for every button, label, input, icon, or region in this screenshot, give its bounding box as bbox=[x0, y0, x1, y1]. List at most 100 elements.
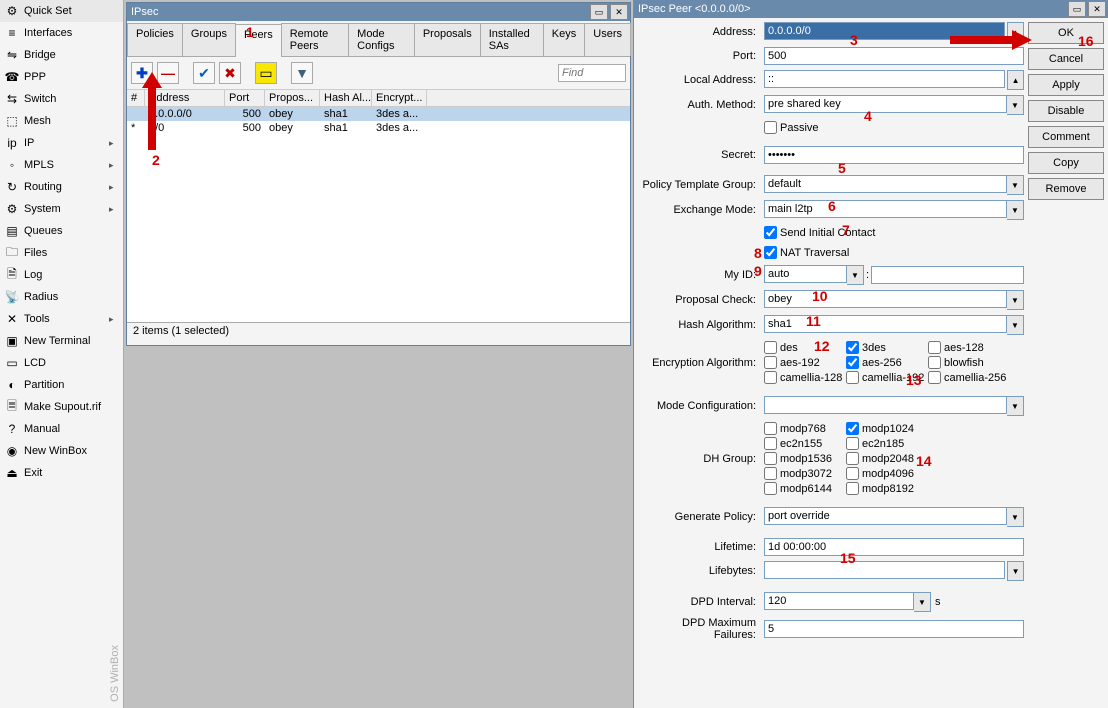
col-HashAl[interactable]: Hash Al... bbox=[320, 90, 372, 106]
address-input[interactable] bbox=[764, 22, 1005, 40]
checkbox-modp6144[interactable]: modp6144 bbox=[764, 482, 846, 495]
checkbox-3des[interactable]: 3des bbox=[846, 341, 928, 354]
checkbox-modp1024[interactable]: modp1024 bbox=[846, 422, 928, 435]
checkbox-modp4096[interactable]: modp4096 bbox=[846, 467, 928, 480]
checkbox-aes256[interactable]: aes-256 bbox=[846, 356, 928, 369]
dropdown-icon[interactable]: ▼ bbox=[1007, 95, 1024, 115]
dropdown-icon[interactable]: ▼ bbox=[1007, 175, 1024, 195]
find-input[interactable] bbox=[558, 64, 626, 82]
close-icon[interactable]: ✕ bbox=[1088, 1, 1106, 17]
dropdown-icon[interactable]: ▼ bbox=[1007, 290, 1024, 310]
down-icon[interactable]: ▼ bbox=[1007, 561, 1024, 581]
text-input[interactable] bbox=[764, 538, 1024, 556]
combo-input[interactable] bbox=[764, 290, 1007, 308]
col-Encrypt[interactable]: Encrypt... bbox=[372, 90, 427, 106]
remove-button[interactable]: — bbox=[157, 62, 179, 84]
disable-button[interactable]: ✖ bbox=[219, 62, 241, 84]
sidebar-item-new-winbox[interactable]: ◉New WinBox bbox=[0, 440, 123, 462]
sidebar-item-radius[interactable]: 📡Radius bbox=[0, 286, 123, 308]
ok-button[interactable]: OK bbox=[1028, 22, 1104, 44]
col-Address[interactable]: Address bbox=[145, 90, 225, 106]
comment-button[interactable]: Comment bbox=[1028, 126, 1104, 148]
checkbox-blowfish[interactable]: blowfish bbox=[928, 356, 1010, 369]
checkbox-camellia192[interactable]: camellia-192 bbox=[846, 371, 928, 384]
tab-peers[interactable]: Peers bbox=[235, 24, 282, 57]
text-input[interactable] bbox=[764, 70, 1005, 88]
up-icon[interactable]: ▲ bbox=[1007, 22, 1024, 42]
table-row[interactable]: *::/0500obeysha13des a... bbox=[127, 121, 630, 135]
minimize-icon[interactable]: ▭ bbox=[590, 4, 608, 20]
sidebar-item-lcd[interactable]: ▭LCD bbox=[0, 352, 123, 374]
sidebar-item-switch[interactable]: ⇆Switch bbox=[0, 88, 123, 110]
table-row[interactable]: 0.0.0.0/0500obeysha13des a... bbox=[127, 107, 630, 121]
checkbox-aes192[interactable]: aes-192 bbox=[764, 356, 846, 369]
sidebar-item-system[interactable]: ⚙System▸ bbox=[0, 198, 123, 220]
ipsec-titlebar[interactable]: IPsec ▭ ✕ bbox=[127, 3, 630, 21]
up-icon[interactable]: ▲ bbox=[1007, 70, 1024, 90]
add-button[interactable]: ✚ bbox=[131, 62, 153, 84]
sidebar-item-ppp[interactable]: ☎PPP bbox=[0, 66, 123, 88]
sidebar-item-files[interactable]: 🗀Files bbox=[0, 242, 123, 264]
sidebar-item-manual[interactable]: ?Manual bbox=[0, 418, 123, 440]
col-[interactable]: # bbox=[127, 90, 145, 106]
sidebar-item-mesh[interactable]: ⬚Mesh bbox=[0, 110, 123, 132]
checkbox-aes128[interactable]: aes-128 bbox=[928, 341, 1010, 354]
sidebar-item-quick-set[interactable]: ⚙Quick Set bbox=[0, 0, 123, 22]
tab-installed-sas[interactable]: Installed SAs bbox=[480, 23, 544, 56]
sidebar-item-queues[interactable]: ▤Queues bbox=[0, 220, 123, 242]
tab-keys[interactable]: Keys bbox=[543, 23, 585, 56]
tab-groups[interactable]: Groups bbox=[182, 23, 236, 56]
sidebar-item-new-terminal[interactable]: ▣New Terminal bbox=[0, 330, 123, 352]
combo-input[interactable] bbox=[764, 592, 914, 610]
sidebar-item-interfaces[interactable]: ≡Interfaces bbox=[0, 22, 123, 44]
sidebar-item-exit[interactable]: ⏏Exit bbox=[0, 462, 123, 484]
combo-input[interactable] bbox=[764, 396, 1007, 414]
text-input[interactable] bbox=[764, 146, 1024, 164]
sidebar-item-mpls[interactable]: ◦MPLS▸ bbox=[0, 154, 123, 176]
checkbox-SendInitialContact[interactable]: Send Initial Contact bbox=[764, 226, 1024, 239]
dropdown-icon[interactable]: ▼ bbox=[1007, 507, 1024, 527]
combo-input[interactable] bbox=[764, 507, 1007, 525]
sidebar-item-ip[interactable]: ipIP▸ bbox=[0, 132, 123, 154]
tab-users[interactable]: Users bbox=[584, 23, 631, 56]
enable-button[interactable]: ✔ bbox=[193, 62, 215, 84]
checkbox-modp1536[interactable]: modp1536 bbox=[764, 452, 846, 465]
col-Propos[interactable]: Propos... bbox=[265, 90, 320, 106]
combo-input[interactable] bbox=[764, 315, 1007, 333]
tab-policies[interactable]: Policies bbox=[127, 23, 183, 56]
copy-button[interactable]: Copy bbox=[1028, 152, 1104, 174]
dropdown-icon[interactable]: ▼ bbox=[1007, 315, 1024, 335]
sidebar-item-log[interactable]: 🗎Log bbox=[0, 264, 123, 286]
sidebar-item-bridge[interactable]: ⇋Bridge bbox=[0, 44, 123, 66]
tab-proposals[interactable]: Proposals bbox=[414, 23, 481, 56]
checkbox-ec2n185[interactable]: ec2n185 bbox=[846, 437, 928, 450]
checkbox-camellia128[interactable]: camellia-128 bbox=[764, 371, 846, 384]
filter-button[interactable]: ▼ bbox=[291, 62, 313, 84]
combo-input[interactable] bbox=[764, 175, 1007, 193]
checkbox-Passive[interactable]: Passive bbox=[764, 121, 1024, 134]
text-input[interactable] bbox=[764, 47, 1024, 65]
text-input[interactable] bbox=[764, 561, 1005, 579]
dropdown-icon[interactable]: ▼ bbox=[1007, 200, 1024, 220]
close-icon[interactable]: ✕ bbox=[610, 4, 628, 20]
dropdown-icon[interactable]: ▼ bbox=[914, 592, 931, 612]
sidebar-item-partition[interactable]: ◐Partition bbox=[0, 374, 123, 396]
minimize-icon[interactable]: ▭ bbox=[1068, 1, 1086, 17]
combo-input[interactable] bbox=[764, 200, 1007, 218]
sidebar-item-tools[interactable]: ✕Tools▸ bbox=[0, 308, 123, 330]
checkbox-modp2048[interactable]: modp2048 bbox=[846, 452, 928, 465]
col-Port[interactable]: Port bbox=[225, 90, 265, 106]
dropdown-icon[interactable]: ▼ bbox=[847, 265, 864, 285]
checkbox-NATTraversal[interactable]: NAT Traversal bbox=[764, 246, 1024, 259]
combo-input[interactable] bbox=[764, 265, 847, 283]
cancel-button[interactable]: Cancel bbox=[1028, 48, 1104, 70]
checkbox-des[interactable]: des bbox=[764, 341, 846, 354]
checkbox-modp768[interactable]: modp768 bbox=[764, 422, 846, 435]
sidebar-item-routing[interactable]: ↻Routing▸ bbox=[0, 176, 123, 198]
tab-remote-peers[interactable]: Remote Peers bbox=[281, 23, 349, 56]
remove-button[interactable]: Remove bbox=[1028, 178, 1104, 200]
disable-button[interactable]: Disable bbox=[1028, 100, 1104, 122]
tab-mode-configs[interactable]: Mode Configs bbox=[348, 23, 415, 56]
checkbox-modp3072[interactable]: modp3072 bbox=[764, 467, 846, 480]
myid-value-input[interactable] bbox=[871, 266, 1024, 284]
